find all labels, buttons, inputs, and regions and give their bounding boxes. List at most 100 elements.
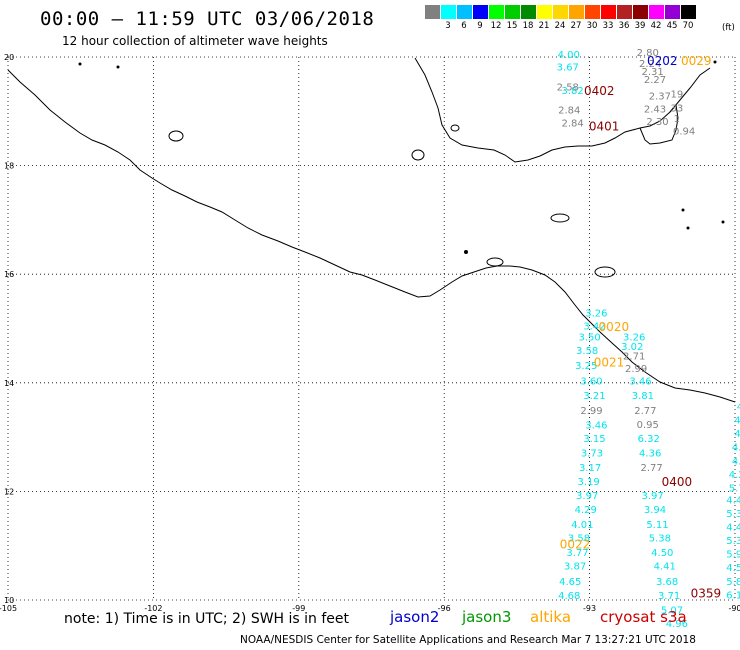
colorbar-swatch [456,5,472,19]
swh-value-label: 2.99 [580,406,602,417]
lon-tick-label: -93 [583,604,596,613]
colorbar-swatch [552,5,568,19]
swh-value-label: 3.46 [629,376,651,387]
lon-tick-label: -99 [292,604,305,613]
pass-time-label: 0402 [584,84,615,98]
swh-value-label: 3.77 [566,548,588,559]
swh-value-label: 3.94 [644,505,666,516]
colorbar-cell: 70 [680,5,696,31]
colorbar-cell: 18 [520,5,536,31]
colorbar-label: 33 [602,21,614,31]
pass-time-label: 0022 [560,537,591,551]
colorbar-swatch [488,5,504,19]
lat-tick-label: 10 [4,596,14,605]
swh-value-label: 3.87 [564,562,586,573]
swh-value-label: 4.29 [575,505,597,516]
map-title: 00:00 – 11:59 UTC 03/06/2018 [40,8,375,30]
footer-credit: NOAA/NESDIS Center for Satellite Applica… [240,634,696,646]
lon-tick-label: -102 [144,604,162,613]
colorbar-label: 9 [477,21,483,31]
swh-value-label: 4.68 [558,591,580,602]
legend-jason3: jason3 [462,608,512,626]
swh-value-label: 4.8 [732,443,740,454]
swh-value-label: 4.49 [726,522,740,533]
swh-value-label: 33 [670,103,683,114]
swh-value-label: 5.38 [649,533,671,544]
colorbar-cell: 15 [504,5,520,31]
swh-value-label: 2.27 [644,75,666,86]
swh-value-label: 4.41 [654,562,676,573]
swh-value-label: 4.00 [558,50,580,61]
colorbar-swatch [424,5,440,19]
swh-value-label: 3.58 [576,346,598,357]
island-pacific [168,130,184,142]
swh-value-label: 3.50 [578,332,600,343]
legend-cryosat-s3a: cryosat s3a [600,608,687,626]
swh-value-label: 3.97 [576,491,598,502]
colorbar-swatch [584,5,600,19]
swh-value-label: 2.31 [641,67,663,78]
lake-atitlan [486,257,504,267]
swh-value-label: 3.68 [656,577,678,588]
swh-value-label: 1 [674,114,680,125]
swh-value-label: 6.13 [726,590,740,601]
swh-value-label: 4.24 [729,470,740,481]
swh-value-label: 2.77 [641,463,663,474]
colorbar-label: 45 [666,21,678,31]
islet-3 [464,250,468,254]
colorbar-label: 39 [634,21,646,31]
lat-tick-label: 18 [4,162,14,171]
colorbar-cell: 3 [440,5,456,31]
swh-value-label: 5.83 [726,577,740,588]
swh-value-label: 19 [670,90,683,101]
islet-1 [78,62,82,66]
colorbar-cell [424,5,440,31]
swh-value-label: 2.30 [646,117,668,128]
colorbar-swatch [504,5,520,19]
lake-chiapas [550,213,570,223]
colorbar-cell: 36 [616,5,632,31]
swh-value-label: 2.71 [623,351,645,362]
swh-value-label: 3.02 [621,342,643,353]
pass-time-label: 0359 [691,586,722,600]
lat-tick-label: 14 [4,379,14,388]
swh-value-label: 2.24 [639,59,661,70]
swh-value-label: 3.67 [557,63,579,74]
wave-height-tracks: 4.00 3.67 3.822.58 2.84 2.84 2.802.242.312.27… [557,48,740,630]
swh-value-label: 4.5 [737,402,740,413]
colorbar-cell: 45 [664,5,680,31]
swh-value-label: 4.50 [651,548,673,559]
lon-tick-label: -96 [438,604,451,613]
pass-time-label: 0401 [589,119,620,133]
colorbar-label: 21 [538,21,550,31]
colorbar-label: 24 [554,21,566,31]
colorbar-label: 6 [461,21,467,31]
islet-4 [681,208,685,212]
axis-tick-labels: -105 -102 -99 -96 -93 -90 20 18 16 14 12 10 [0,53,740,613]
islet-5 [721,220,725,224]
units-note: note: 1) Time is in UTC; 2) SWH is in fe… [64,611,350,627]
colorbar-label: 27 [570,21,582,31]
colorbar-cell: 30 [584,5,600,31]
yucatan-peninsula-coast [639,103,679,145]
swh-value-label: 3.19 [577,477,599,488]
swh-value-label: 3.17 [579,463,601,474]
swh-value-label: 3.26 [585,309,607,320]
lon-tick-label: -105 [0,604,17,613]
swh-value-label: 4.40 [726,495,740,506]
colorbar-swatch [440,5,456,19]
colorbar-cell: 33 [600,5,616,31]
swh-value-label: 5.07 [661,606,683,617]
colorbar-cell: 12 [488,5,504,31]
swh-value-label: 5.73 [729,483,740,494]
swh-value-label: 4.8 [734,416,740,427]
colorbar-swatch [664,5,680,19]
swh-value-label: 5.31 [726,509,740,520]
swh-value-label: 3.82 [562,86,584,97]
colorbar-unit: (ft) [722,23,735,33]
colorbar-cell: 42 [648,5,664,31]
swh-value-label: 3.71 [658,591,680,602]
colorbar-label: 18 [522,21,534,31]
islet-6 [686,226,690,230]
